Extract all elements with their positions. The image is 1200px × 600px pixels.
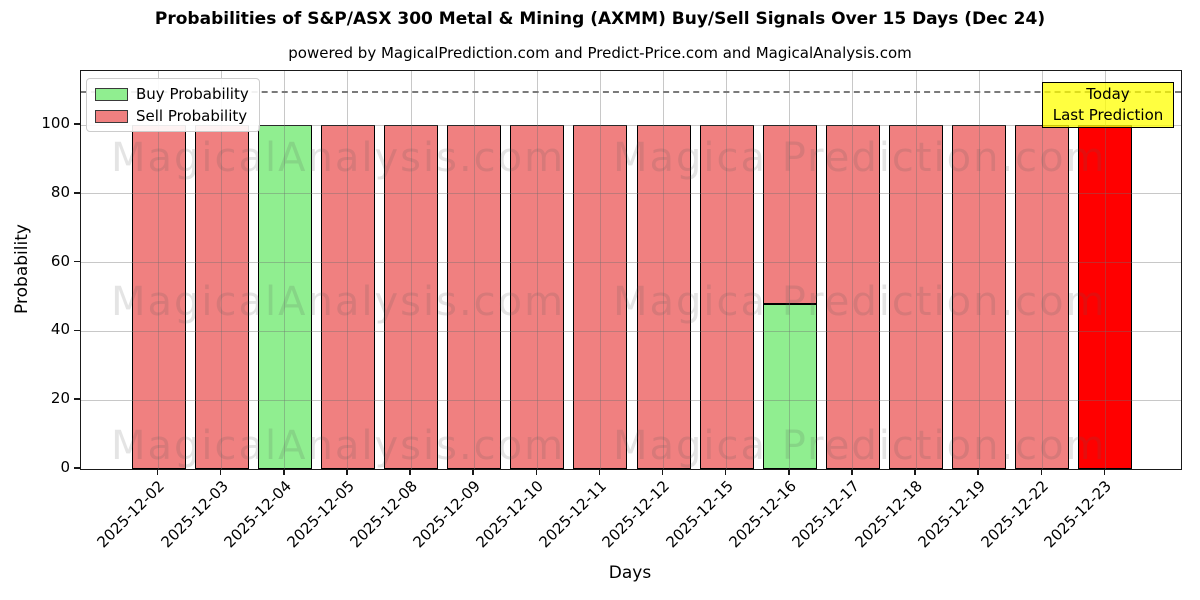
legend: Buy Probability Sell Probability: [86, 78, 260, 132]
x-tick-mark: [156, 469, 159, 475]
bar-segment-sell: [510, 125, 565, 469]
x-tick-label: 2025-12-12: [598, 477, 674, 552]
vertical-gridline: [663, 71, 665, 469]
x-tick-mark: [1103, 469, 1106, 475]
x-tick-label: 2025-12-15: [662, 477, 737, 552]
y-tick-label: 100: [41, 114, 70, 132]
x-tick-mark: [346, 469, 348, 475]
today-annotation-box: Today Last Prediction: [1042, 82, 1174, 128]
x-tick-label: 2025-12-10: [472, 477, 548, 552]
vertical-gridline: [978, 71, 980, 469]
x-tick-label: 2025-12-03: [157, 477, 232, 552]
x-tick-label: 2025-12-22: [977, 477, 1053, 552]
x-tick-mark: [724, 469, 727, 475]
y-tick-label: 20: [50, 389, 70, 408]
x-tick-label: 2025-12-08: [346, 477, 421, 552]
x-tick-mark: [409, 469, 411, 475]
bar-segment-sell: [952, 125, 1007, 469]
bar-segment-sell: [573, 125, 628, 469]
vertical-gridline: [599, 71, 601, 469]
legend-label-buy: Buy Probability: [136, 85, 249, 103]
x-tick-mark: [914, 469, 916, 475]
horizontal-gridline: [81, 262, 1181, 264]
x-tick-label: 2025-12-23: [1040, 477, 1116, 552]
x-axis-label: Days: [608, 563, 652, 583]
bars-container: [81, 71, 1181, 469]
chart-subtitle: powered by MagicalPrediction.com and Pre…: [288, 44, 912, 62]
bar-segment-today: [1078, 125, 1133, 469]
horizontal-gridline: [81, 124, 1181, 126]
bar-segment-sell: [131, 125, 186, 469]
vertical-gridline: [536, 71, 538, 469]
vertical-gridline: [347, 71, 349, 469]
vertical-gridline: [726, 71, 728, 469]
annotation-line-1: Today: [1086, 85, 1130, 103]
x-tick-label: 2025-12-19: [914, 477, 989, 552]
bar-segment-buy: [762, 303, 817, 469]
x-tick-mark: [535, 469, 538, 475]
x-tick-label: 2025-12-02: [93, 477, 169, 552]
horizontal-gridline: [81, 193, 1181, 195]
x-tick-label: 2025-12-09: [409, 477, 484, 552]
vertical-gridline: [852, 71, 854, 469]
x-tick-label: 2025-12-11: [535, 477, 611, 552]
vertical-gridline: [789, 71, 791, 469]
buy-swatch-icon: [95, 87, 128, 101]
dashed-guide-line: [81, 90, 1181, 93]
chart-title: Probabilities of S&P/ASX 300 Metal & Min…: [154, 9, 1046, 29]
legend-item-sell: Sell Probability: [95, 107, 249, 125]
x-tick-mark: [472, 469, 474, 475]
x-tick-label: 2025-12-05: [283, 477, 358, 552]
bar-segment-sell: [699, 125, 754, 469]
y-tick-mark: [74, 467, 80, 469]
vertical-gridline: [1041, 71, 1043, 469]
legend-label-sell: Sell Probability: [136, 107, 248, 125]
vertical-gridline: [284, 71, 286, 469]
vertical-gridline: [473, 71, 475, 469]
x-tick-mark: [788, 469, 790, 475]
x-tick-mark: [219, 469, 222, 475]
bar-segment-sell: [636, 125, 691, 469]
bar-segment-sell: [762, 125, 817, 304]
bar-segment-sell: [320, 125, 375, 469]
y-tick-mark: [74, 398, 80, 400]
x-tick-label: 2025-12-17: [788, 477, 863, 552]
bar-segment-sell: [825, 125, 880, 469]
bar-segment-buy: [257, 125, 312, 469]
vertical-gridline: [221, 71, 223, 469]
x-tick-mark: [851, 469, 853, 475]
y-tick-mark: [74, 123, 80, 125]
x-tick-mark: [977, 469, 979, 475]
y-tick-label: 60: [50, 251, 70, 270]
x-tick-mark: [598, 469, 601, 475]
legend-item-buy: Buy Probability: [95, 85, 249, 103]
bar-segment-sell: [889, 125, 944, 469]
bar-segment-sell: [447, 125, 502, 469]
vertical-gridline: [410, 71, 412, 469]
horizontal-gridline: [81, 330, 1181, 332]
y-tick-mark: [74, 329, 80, 332]
x-tick-mark: [283, 469, 285, 475]
x-tick-mark: [661, 469, 664, 475]
horizontal-gridline: [81, 399, 1181, 401]
y-tick-label: 80: [50, 182, 70, 201]
sell-swatch-icon: [95, 109, 128, 123]
annotation-line-2: Last Prediction: [1052, 106, 1164, 124]
vertical-gridline: [915, 71, 917, 469]
bar-segment-sell: [384, 125, 439, 469]
x-tick-mark: [1040, 469, 1043, 475]
x-tick-label: 2025-12-18: [851, 477, 926, 552]
y-tick-label: 0: [60, 458, 70, 476]
plot-area: MagicalAnalysis.comMagica Prediction.com…: [80, 70, 1182, 470]
y-tick-mark: [74, 192, 80, 194]
y-tick-label: 40: [50, 320, 70, 339]
bar-segment-sell: [194, 125, 249, 469]
vertical-gridline: [1104, 71, 1106, 469]
y-tick-mark: [74, 260, 80, 263]
vertical-gridline: [158, 71, 160, 469]
